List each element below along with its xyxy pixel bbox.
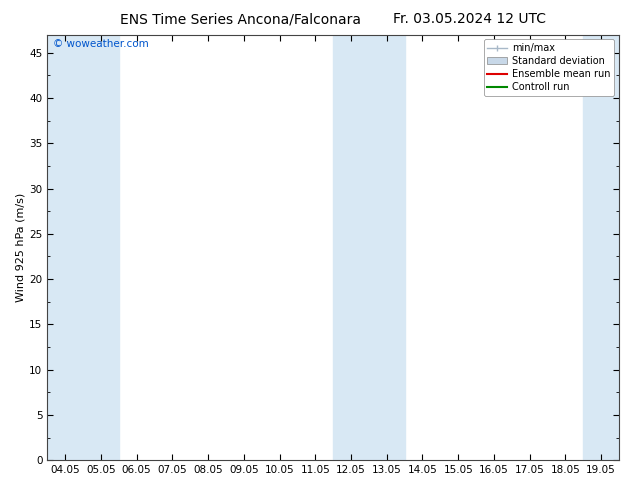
Bar (48, 35, 119, 460)
Text: Fr. 03.05.2024 12 UTC: Fr. 03.05.2024 12 UTC (392, 12, 546, 26)
Bar (333, 35, 404, 460)
Y-axis label: Wind 925 hPa (m/s): Wind 925 hPa (m/s) (15, 193, 25, 302)
Legend: min/max, Standard deviation, Ensemble mean run, Controll run: min/max, Standard deviation, Ensemble me… (484, 40, 614, 96)
Text: ENS Time Series Ancona/Falconara: ENS Time Series Ancona/Falconara (120, 12, 361, 26)
Text: © woweather.com: © woweather.com (53, 39, 149, 49)
Bar (583, 35, 619, 460)
